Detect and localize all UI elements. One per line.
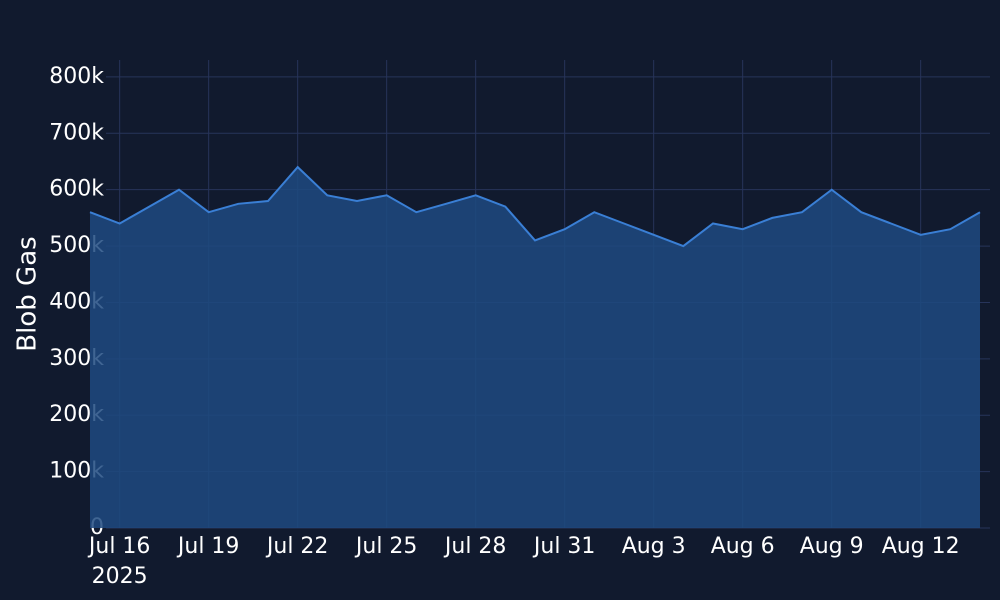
x-tick-label: Jul 19: [176, 534, 240, 559]
y-tick-label: 800k: [49, 64, 104, 89]
x-tick-label: Jul 22: [265, 534, 329, 559]
area-fill: [90, 167, 980, 528]
series-line: [89, 165, 981, 248]
x-tick-label: Aug 3: [622, 534, 686, 559]
y-tick-label: 700k: [49, 120, 104, 145]
y-tick-label: 600k: [49, 177, 104, 202]
x-tick-label: Aug 9: [800, 534, 864, 559]
y-axis-title: Blob Gas: [13, 236, 43, 351]
x-tick-label: Jul 28: [443, 534, 507, 559]
x-tick-label: Aug 12: [882, 534, 960, 559]
x-tick-label: Jul 31: [532, 534, 596, 559]
x-tick-label: Jul 16: [87, 534, 151, 559]
x-tick-label: Jul 25: [354, 534, 418, 559]
x-year-label: 2025: [92, 564, 148, 589]
x-tick-label: Aug 6: [711, 534, 775, 559]
